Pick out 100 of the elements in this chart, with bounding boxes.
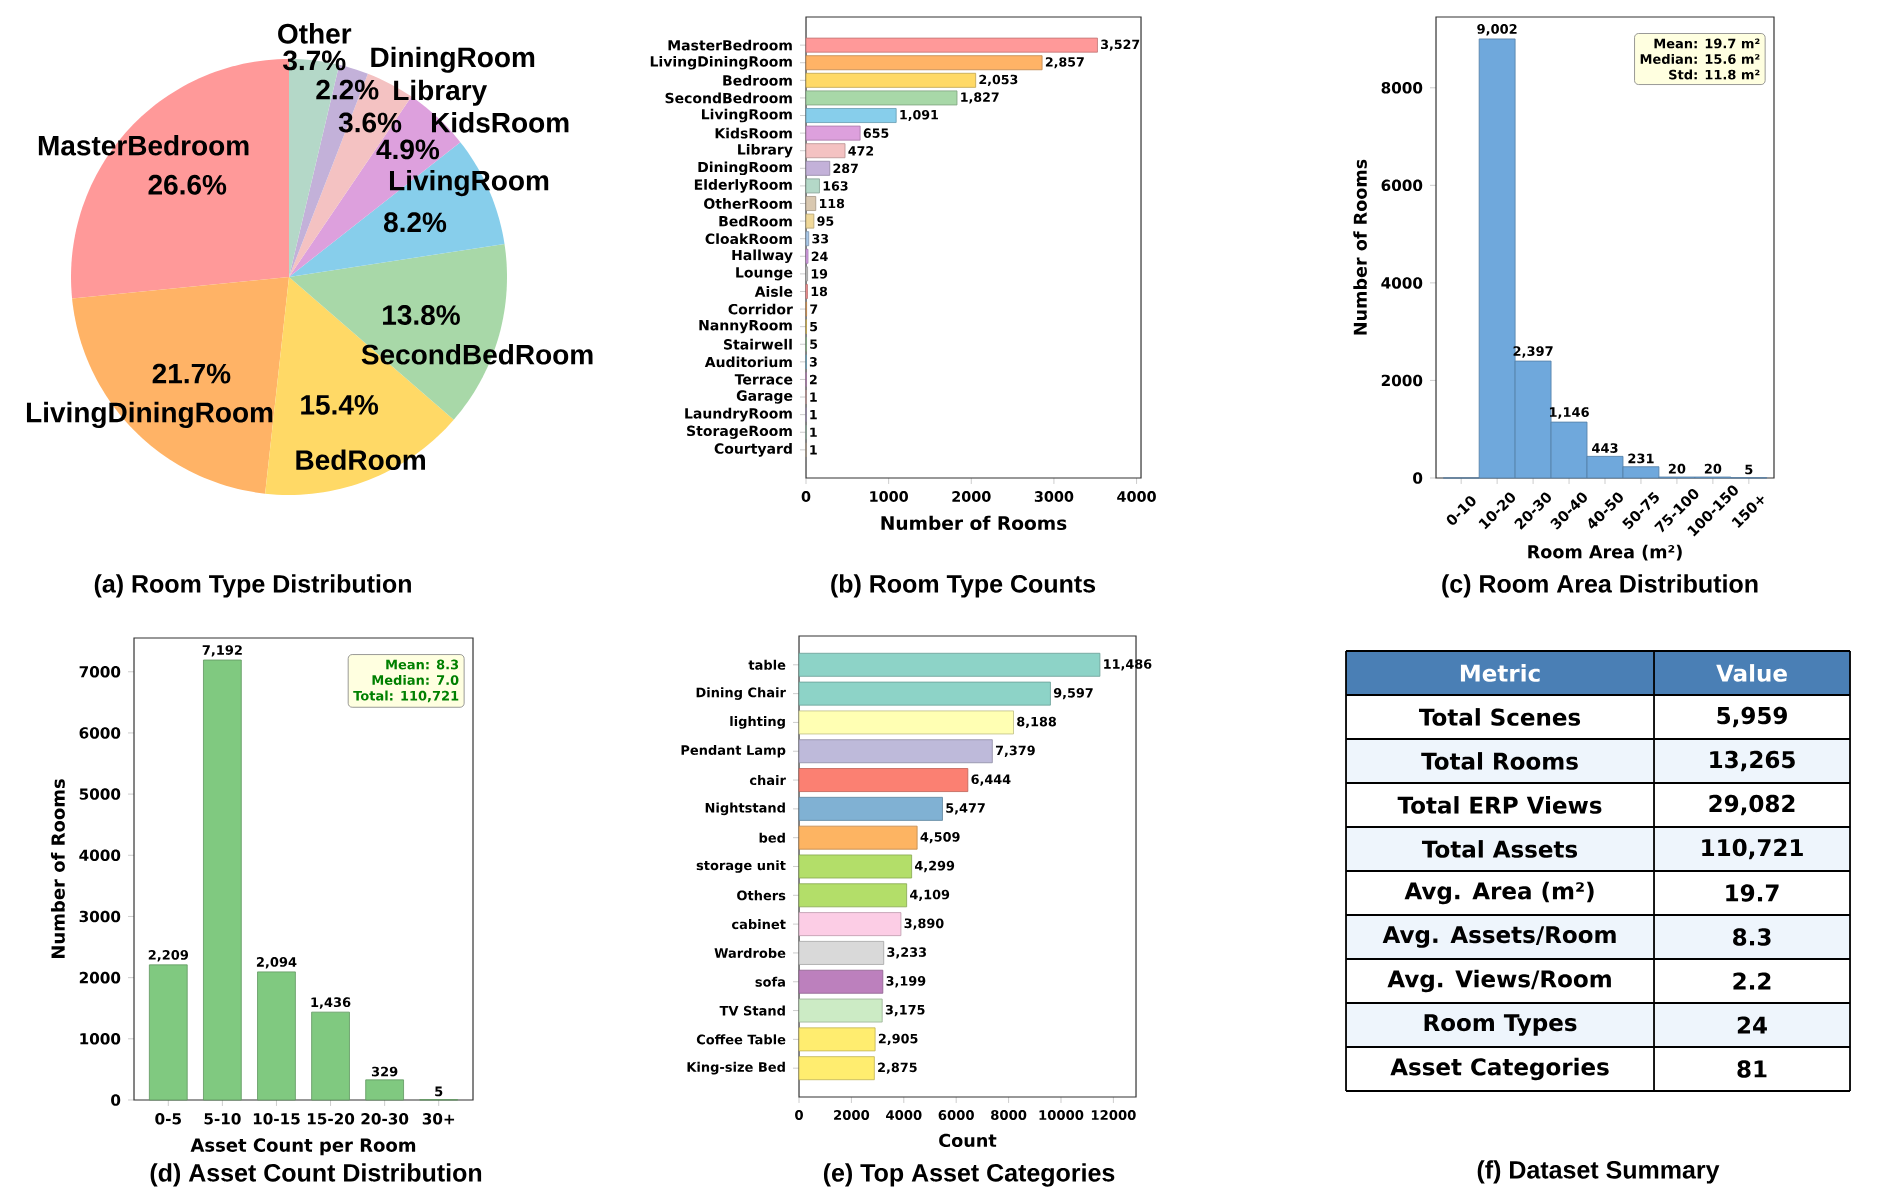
text: (f) Dataset Summary — [1477, 1160, 1720, 1184]
y-tick-label: TV Stand — [719, 1005, 785, 1016]
y-tick-label: storage unit — [696, 860, 786, 873]
data-label: 443 — [1592, 443, 1618, 453]
data-label: 1,436 — [311, 997, 351, 1009]
category-label: Avg. Views/Room — [1387, 969, 1611, 993]
data-label: 5,477 — [946, 803, 985, 815]
data-label: 7,379 — [995, 745, 1035, 757]
y-tick-label: 2000 — [79, 971, 121, 984]
text: 2.2 — [1733, 972, 1771, 990]
data-label: 8,188 — [1017, 716, 1057, 729]
text: Metric — [1460, 664, 1540, 682]
data-label: 18 — [811, 286, 828, 297]
y-tick-label: Courtyard — [714, 443, 792, 457]
text: (c) Room Area Distribution — [1442, 574, 1758, 598]
data-label: 287 — [833, 163, 858, 174]
bar — [798, 883, 908, 908]
annotation: Median: 15.6 m² — [1640, 53, 1760, 64]
bar — [798, 969, 884, 994]
data-label: 3,233 — [887, 947, 926, 959]
y-tick-label: NannyRoom — [699, 320, 792, 334]
y-tick-label: KidsRoom — [715, 127, 792, 139]
x-axis-title: Room Area (m²) — [1528, 544, 1682, 561]
x-tick-label: 4000 — [1117, 491, 1156, 502]
y-tick-label: Others — [737, 890, 786, 901]
bar — [311, 1011, 350, 1101]
data-label: 2,209 — [148, 949, 189, 962]
data-label: 13.8% — [383, 305, 460, 325]
y-tick-label: 6000 — [79, 727, 121, 739]
slice-label: MasterBedroom — [38, 134, 249, 156]
slice-label: DiningRoom — [371, 46, 535, 73]
data-label: 9,597 — [1053, 687, 1093, 700]
data-label: 4,109 — [910, 889, 950, 901]
bar — [798, 768, 969, 792]
x-tick-label: 0 — [801, 491, 811, 502]
y-tick-label: Lounge — [736, 267, 793, 281]
x-axis-title: Number of Rooms — [881, 515, 1067, 531]
data-label: 9,002 — [1477, 24, 1517, 36]
y-tick-label: chair — [749, 775, 786, 786]
x-tick-label: 0-5 — [155, 1113, 181, 1125]
text: 5,959 — [1717, 706, 1787, 728]
category-label: Asset Categories — [1390, 1057, 1609, 1081]
y-tick-label: 5000 — [79, 788, 121, 800]
x-tick-label: 20-30 — [361, 1113, 409, 1125]
category-label: Total Assets — [1421, 840, 1578, 858]
y-tick-label: Terrace — [734, 374, 793, 385]
data-label: 5 — [810, 339, 818, 349]
data-label: 6,444 — [971, 774, 1011, 786]
y-tick-label: 3000 — [79, 910, 121, 923]
y-tick-label: 1000 — [80, 1033, 121, 1045]
bar — [805, 125, 861, 141]
bar — [798, 912, 902, 937]
data-label: 33 — [812, 233, 829, 244]
category-label: Total Rooms — [1421, 752, 1578, 770]
text: (a) Room Type Distribution — [94, 574, 411, 598]
slice-label: KidsRoom — [431, 112, 569, 133]
y-tick-label: 0 — [1413, 472, 1423, 484]
data-label: 21.7% — [152, 363, 231, 384]
y-tick-label: Wardrobe — [714, 947, 786, 958]
data-label: 329 — [371, 1066, 398, 1077]
data-label: 472 — [848, 146, 874, 156]
data-label: 2 — [809, 374, 817, 385]
data-label: 3.7% — [282, 50, 346, 71]
y-tick-label: BedRoom — [719, 215, 792, 227]
y-tick-label: 6000 — [1381, 179, 1423, 192]
y-tick-label: Bedroom — [723, 74, 792, 86]
data-label: 4,509 — [920, 832, 960, 844]
bar — [805, 196, 817, 211]
data-label: 26.6% — [148, 174, 227, 195]
y-tick-label: Coffee Table — [696, 1034, 786, 1045]
data-label: 118 — [819, 198, 845, 209]
bar — [805, 160, 831, 176]
data-label: 3,890 — [904, 918, 944, 930]
y-tick-label: OtherRoom — [704, 198, 792, 209]
x-tick-label: 0 — [795, 1110, 803, 1121]
data-label: 5 — [1745, 464, 1753, 475]
y-tick-label: table — [748, 659, 786, 670]
bar — [798, 1056, 875, 1081]
y-tick-label: King-size Bed — [687, 1061, 785, 1075]
text: 19.7 — [1726, 884, 1779, 902]
y-tick-label: Library — [738, 143, 793, 158]
data-label: 1,827 — [961, 92, 999, 104]
bar — [798, 1027, 876, 1052]
y-tick-label: Corridor — [728, 303, 793, 315]
bar — [148, 964, 188, 1101]
x-tick-label: 15-20 — [307, 1113, 355, 1125]
y-tick-label: Pendant Lamp — [681, 744, 786, 758]
text: 29,082 — [1709, 794, 1795, 816]
data-label: 2,094 — [256, 957, 297, 969]
y-tick-label: Dining Chair — [696, 687, 786, 700]
bar — [805, 213, 815, 229]
text: (e) Top Asset Categories — [823, 1163, 1115, 1187]
data-label: 7 — [810, 304, 818, 314]
x-tick-label: 4000 — [886, 1110, 922, 1121]
slice-label: SecondBedRoom — [361, 344, 593, 365]
x-tick-label: 8000 — [991, 1110, 1027, 1121]
y-tick-label: Garage — [736, 390, 793, 404]
data-label: 163 — [823, 181, 848, 191]
x-tick-label: 1000 — [870, 491, 908, 502]
y-tick-label: MasterBedroom — [668, 39, 792, 51]
